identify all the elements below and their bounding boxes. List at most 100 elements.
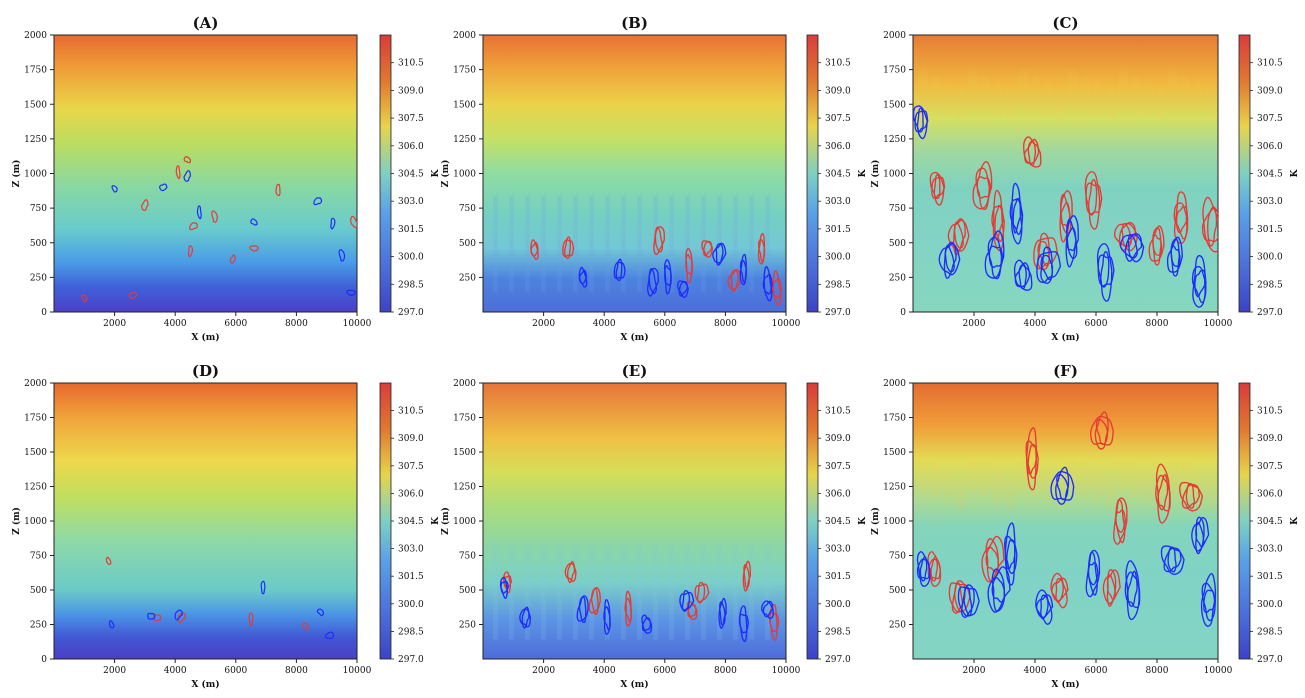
positive-contour-line: [927, 558, 942, 580]
positive-contour-line: [1175, 205, 1189, 234]
positive-contour-line: [503, 575, 512, 589]
negative-contour-line: [250, 218, 258, 226]
panel-title: (F): [1053, 362, 1078, 380]
panel-3: (C) 2000 4000 6000 8000 10000 0 250 500 750 1000 12…: [870, 14, 1300, 343]
field-plume: [1092, 469, 1104, 505]
negative-contour-line: [324, 631, 335, 640]
y-tick-label: 750: [459, 204, 476, 214]
colorbar-tick-label: 310.5: [825, 59, 851, 69]
colorbar-tick-label: 304.5: [398, 170, 424, 180]
negative-contour-line: [963, 586, 973, 617]
positive-contour-line: [702, 240, 713, 257]
y-tick-label: 2000: [24, 31, 47, 41]
field-streak: [637, 543, 642, 640]
colorbar-tick-label: 301.5: [1257, 572, 1283, 582]
field-streak: [541, 195, 546, 293]
negative-contour-line: [1040, 594, 1049, 620]
colorbar-tick-label: 310.5: [825, 407, 851, 417]
positive-contour-line: [175, 165, 181, 180]
negative-contour-line: [647, 267, 659, 297]
x-tick-label: 10000: [1204, 666, 1233, 676]
field-plume: [1079, 75, 1092, 111]
colorbar-tick-label: 310.5: [398, 407, 424, 417]
x-tick-label: 2000: [963, 666, 986, 676]
colorbar-tick-label: 298.5: [398, 280, 424, 290]
colorbar-tick-label: 300.0: [825, 600, 851, 610]
colorbar-tick-label: 301.5: [825, 225, 851, 235]
field-plume: [1154, 87, 1167, 123]
colorbar-tick-label: 300.0: [1257, 253, 1283, 263]
y-tick-label: 1000: [453, 517, 476, 527]
y-axis-label: Z (m): [870, 507, 881, 535]
positive-contour-line: [567, 560, 576, 584]
x-tick-label: 4000: [164, 319, 187, 329]
y-tick-label: 500: [30, 586, 47, 596]
x-axis-label: X (m): [191, 332, 219, 343]
colorbar-tick-label: 309.0: [398, 86, 424, 96]
field-plume: [1067, 457, 1079, 493]
colorbar-tick-label: 309.0: [1257, 86, 1283, 96]
negative-contour-line: [1055, 466, 1070, 505]
y-tick-label: 1750: [883, 414, 906, 424]
field-plume: [967, 457, 979, 493]
y-tick-label: 250: [30, 273, 47, 283]
positive-contour-line: [953, 221, 964, 249]
positive-contour-line: [229, 254, 236, 264]
colorbar-tick-label: 300.0: [398, 600, 424, 610]
positive-contour-line: [564, 236, 571, 259]
panel-title: (D): [192, 362, 219, 380]
colorbar-tick-label: 306.0: [398, 489, 424, 499]
x-tick-label: 10000: [772, 666, 801, 676]
y-tick-label: 750: [30, 552, 47, 562]
negative-contour-line: [719, 601, 726, 626]
colorbar-tick-label: 306.0: [1257, 489, 1283, 499]
x-tick-label: 8000: [714, 666, 737, 676]
positive-contour-line: [952, 218, 966, 256]
y-tick-label: 0: [900, 308, 906, 318]
negative-contour-line: [664, 264, 672, 287]
positive-contour-line: [1087, 179, 1098, 216]
field-streak: [525, 195, 530, 293]
colorbar-tick-label: 304.5: [1257, 170, 1283, 180]
negative-contour-line: [1100, 251, 1110, 288]
y-tick-label: 750: [889, 552, 906, 562]
positive-contour-line: [730, 269, 739, 293]
colorbar-tick-label: 306.0: [398, 142, 424, 152]
colorbar-tick-label: 303.0: [825, 545, 851, 555]
field-plume: [1117, 457, 1129, 493]
positive-contour-line: [687, 603, 697, 618]
field-streak: [573, 195, 578, 293]
positive-contour-line: [769, 612, 780, 632]
negative-contour-line: [678, 280, 688, 297]
positive-contour-line: [1201, 207, 1218, 243]
field-plume: [992, 81, 1004, 117]
y-tick-label: 1000: [24, 517, 47, 527]
colorbar-label: K: [431, 168, 441, 177]
colorbar-tick-label: 297.0: [1257, 308, 1283, 318]
field-plume: [929, 75, 942, 111]
negative-contour-line: [1014, 262, 1031, 288]
colorbar-tick-label: 304.5: [825, 517, 851, 527]
x-tick-label: 8000: [285, 666, 308, 676]
y-tick-label: 1500: [883, 100, 906, 110]
colorbar-label: K: [858, 516, 868, 525]
field-streak: [605, 543, 610, 640]
field-plume: [929, 463, 942, 499]
colorbar-tick-label: 309.0: [825, 86, 851, 96]
positive-contour-line: [771, 277, 782, 299]
negative-contour-line: [519, 608, 532, 628]
positive-contours: [81, 156, 357, 302]
heatmap-field: [53, 382, 358, 660]
negative-contour-line: [1127, 233, 1138, 259]
x-tick-label: 6000: [224, 319, 247, 329]
positive-contour-line: [1207, 206, 1218, 247]
negative-contour-line: [1191, 265, 1207, 304]
positive-contour-line: [930, 556, 938, 582]
colorbar-tick-label: 307.5: [1257, 114, 1283, 124]
positive-contours: [929, 136, 1218, 271]
x-tick-label: 2000: [532, 666, 555, 676]
heatmap-field: [482, 382, 787, 660]
positive-contour-line: [1027, 443, 1037, 475]
panel-4: (D) 2000 4000 6000 8000 10000 0 250 500 750 1000 12…: [11, 362, 441, 690]
